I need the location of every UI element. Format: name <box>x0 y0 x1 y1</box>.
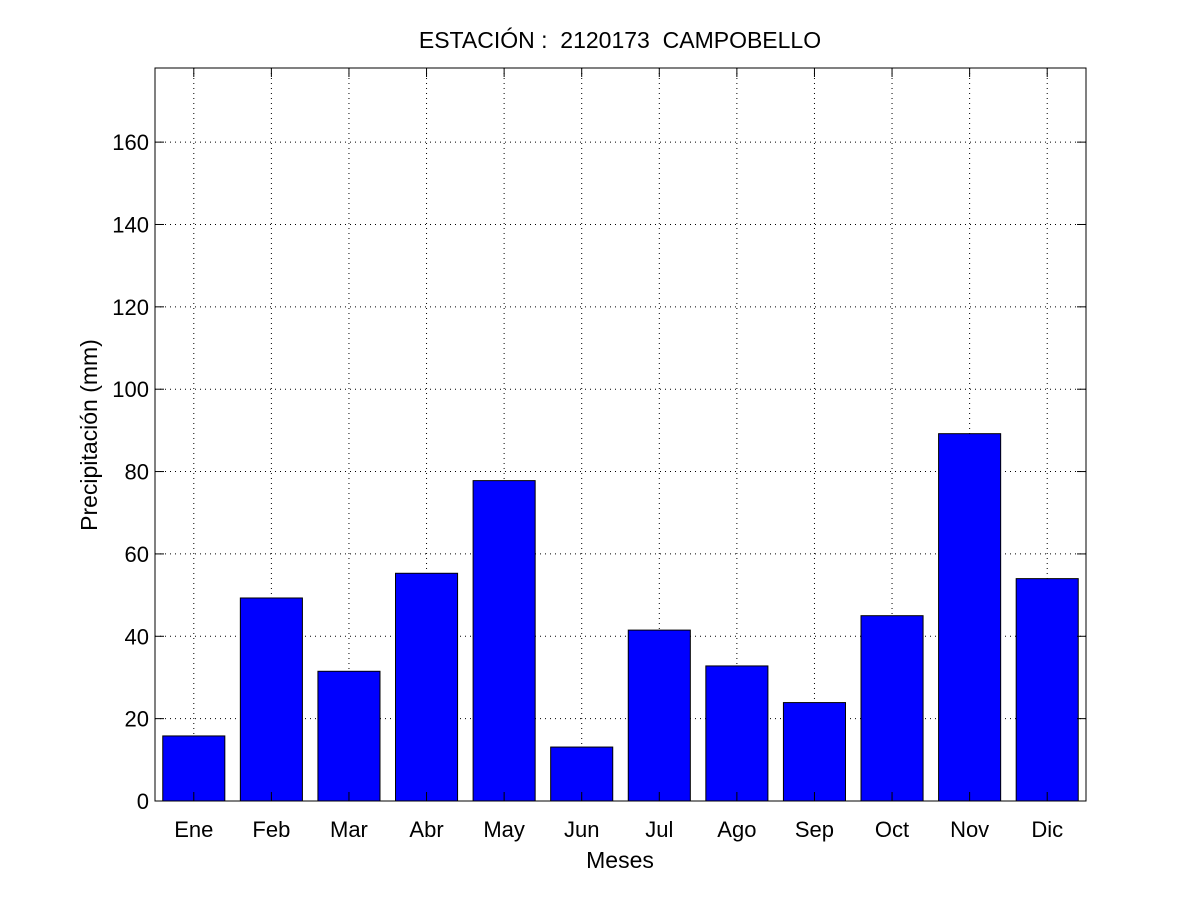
bar-dic <box>1015 578 1079 802</box>
x-tick-label: Feb <box>252 817 290 842</box>
axes-box <box>154 67 1087 802</box>
x-tick-label: Nov <box>950 817 989 842</box>
bar-nov <box>938 433 1002 802</box>
chart-title: ESTACIÓN : 2120173 CAMPOBELLO <box>419 27 821 53</box>
bar-feb <box>239 597 303 802</box>
bar-mar <box>317 670 381 802</box>
y-tick-label: 140 <box>112 212 149 237</box>
x-tick-label: May <box>483 817 525 842</box>
y-tick-label: 100 <box>112 377 149 402</box>
x-tick-label: Jun <box>564 817 599 842</box>
ticks <box>155 68 1086 802</box>
x-tick-label: Ago <box>717 817 756 842</box>
bar-oct <box>860 615 924 802</box>
bar-may <box>472 480 536 802</box>
y-tick-labels: 0 20 40 60 80 100 120 140 160 <box>112 130 149 814</box>
bars <box>162 433 1079 802</box>
x-tick-label: Sep <box>795 817 834 842</box>
bar-sep <box>782 702 846 802</box>
x-tick-label: Mar <box>330 817 368 842</box>
x-tick-label: Jul <box>645 817 673 842</box>
x-tick-label: Abr <box>409 817 443 842</box>
bar-abr <box>395 572 459 802</box>
y-axis-label: Precipitación (mm) <box>76 339 102 531</box>
y-tick-label: 40 <box>125 624 149 649</box>
bar-ago <box>705 665 769 802</box>
y-tick-label: 80 <box>125 460 149 485</box>
x-tick-label: Dic <box>1031 817 1063 842</box>
bar-ene <box>162 735 226 802</box>
x-tick-label: Oct <box>875 817 909 842</box>
x-tick-label: Ene <box>174 817 213 842</box>
y-tick-label: 20 <box>125 707 149 732</box>
y-tick-label: 0 <box>137 789 149 814</box>
bar-jul <box>627 629 691 802</box>
y-tick-label: 160 <box>112 130 149 155</box>
x-tick-labels: Ene Feb Mar Abr May Jun Jul Ago Sep Oct Nov Dic <box>174 817 1063 842</box>
x-axis-label: Meses <box>586 847 654 873</box>
y-tick-label: 120 <box>112 295 149 320</box>
y-tick-label: 60 <box>125 542 149 567</box>
